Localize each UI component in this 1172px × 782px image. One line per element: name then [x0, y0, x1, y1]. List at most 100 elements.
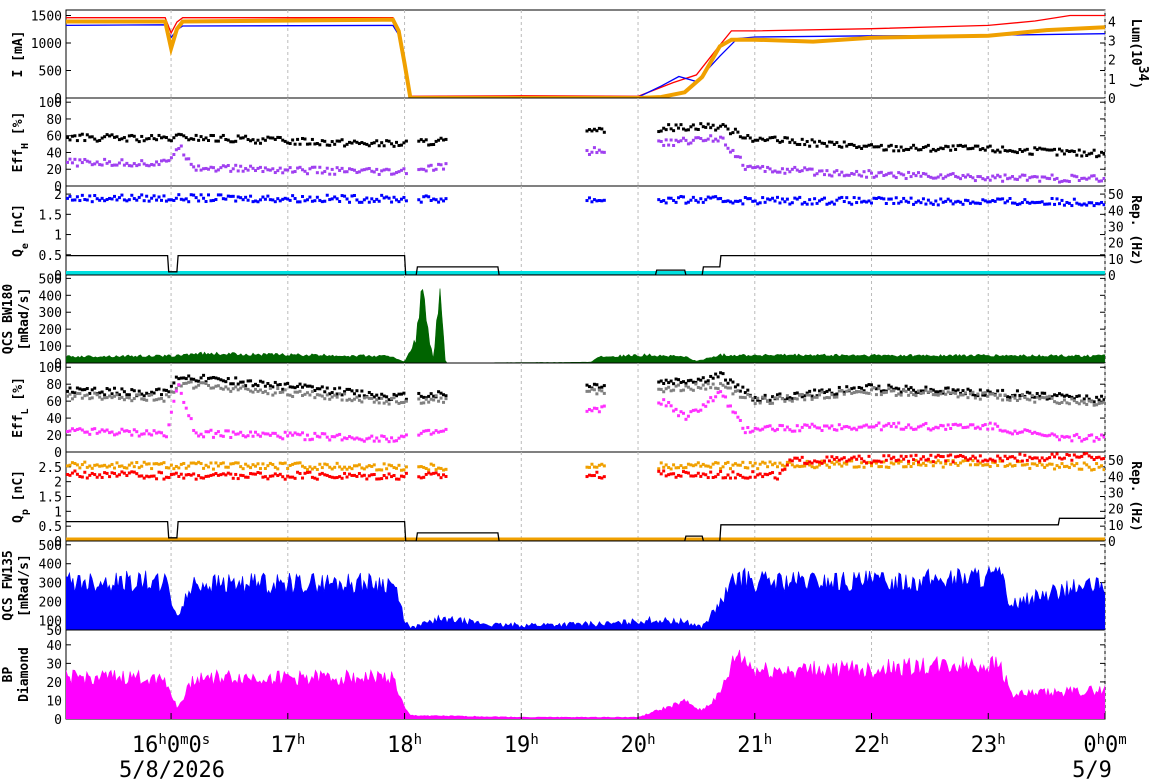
data-point [659, 402, 663, 406]
data-point [785, 425, 789, 429]
data-point [338, 432, 342, 436]
data-point [234, 385, 238, 389]
data-point [743, 391, 747, 395]
data-point [842, 392, 846, 396]
data-point [244, 462, 248, 466]
data-point [207, 430, 211, 434]
data-point [367, 390, 371, 394]
right-tick-label: 10 [1108, 519, 1124, 534]
data-point [258, 388, 262, 392]
data-point [728, 200, 732, 204]
data-point [815, 144, 819, 148]
data-point [998, 175, 1002, 179]
data-point [585, 465, 589, 469]
data-point [912, 202, 916, 206]
data-point [1065, 401, 1069, 405]
data-point [338, 168, 342, 172]
data-point [93, 162, 97, 166]
data-point [288, 463, 292, 467]
data-point [867, 143, 871, 147]
data-point [857, 173, 861, 177]
data-point [595, 129, 599, 133]
y-tick-label: 20 [46, 429, 62, 444]
data-point [1072, 453, 1076, 457]
data-point [842, 174, 846, 178]
data-point [751, 470, 755, 474]
data-point [88, 391, 92, 395]
data-point [108, 464, 112, 468]
data-point [983, 199, 987, 203]
data-point [283, 461, 287, 465]
data-point [879, 143, 883, 147]
data-point [362, 467, 366, 471]
data-point [298, 433, 302, 437]
data-point [585, 475, 589, 479]
data-point [1055, 394, 1059, 398]
data-point [1050, 173, 1054, 177]
data-point [954, 391, 958, 395]
data-point [1018, 148, 1022, 152]
data-point [313, 465, 317, 469]
data-point [731, 410, 735, 414]
data-point [897, 458, 901, 462]
data-point [293, 170, 297, 174]
data-point [721, 383, 725, 387]
data-point [741, 385, 745, 389]
series-fill [66, 649, 1105, 719]
data-point [748, 475, 752, 479]
data-point [199, 432, 203, 436]
y-axis-label-end: [nC] [11, 204, 26, 243]
data-point [355, 198, 359, 202]
data-point [689, 141, 693, 145]
data-point [95, 139, 99, 143]
data-point [988, 421, 992, 425]
data-point [273, 391, 277, 395]
data-point [417, 475, 421, 479]
data-point [1025, 390, 1029, 394]
data-point [1038, 432, 1042, 436]
data-point [1100, 394, 1104, 398]
right-tick-label: 0 [1108, 269, 1116, 284]
data-point [726, 381, 730, 385]
data-point [313, 199, 317, 203]
y-axis-label-sub: p [20, 509, 31, 515]
data-point [672, 472, 676, 476]
data-point [268, 198, 272, 202]
data-point [271, 198, 275, 202]
data-point [385, 399, 389, 403]
data-point [924, 172, 928, 176]
data-point [728, 386, 732, 390]
data-point [182, 461, 186, 465]
data-point [959, 453, 963, 457]
data-point [691, 388, 695, 392]
data-point [921, 197, 925, 201]
data-point [869, 171, 873, 175]
data-point [818, 460, 822, 464]
data-point [941, 176, 945, 180]
data-point [998, 393, 1002, 397]
data-point [172, 381, 176, 385]
data-point [422, 395, 426, 399]
data-point [706, 400, 710, 404]
data-point [761, 164, 765, 168]
data-point [929, 389, 933, 393]
data-point [743, 466, 747, 470]
data-point [810, 465, 814, 469]
data-point [1055, 401, 1059, 405]
data-point [315, 387, 319, 391]
data-point [731, 470, 735, 474]
data-point [733, 389, 737, 393]
data-point [815, 465, 819, 469]
x-tick-label: 16h0m0s [132, 732, 210, 758]
data-point [719, 124, 723, 128]
data-point [746, 388, 750, 392]
data-point [385, 139, 389, 143]
data-point [1062, 152, 1066, 156]
data-point [333, 465, 337, 469]
data-point [956, 463, 960, 467]
data-point [73, 157, 77, 161]
data-point [887, 197, 891, 201]
data-point [1095, 155, 1099, 159]
data-point [335, 461, 339, 465]
